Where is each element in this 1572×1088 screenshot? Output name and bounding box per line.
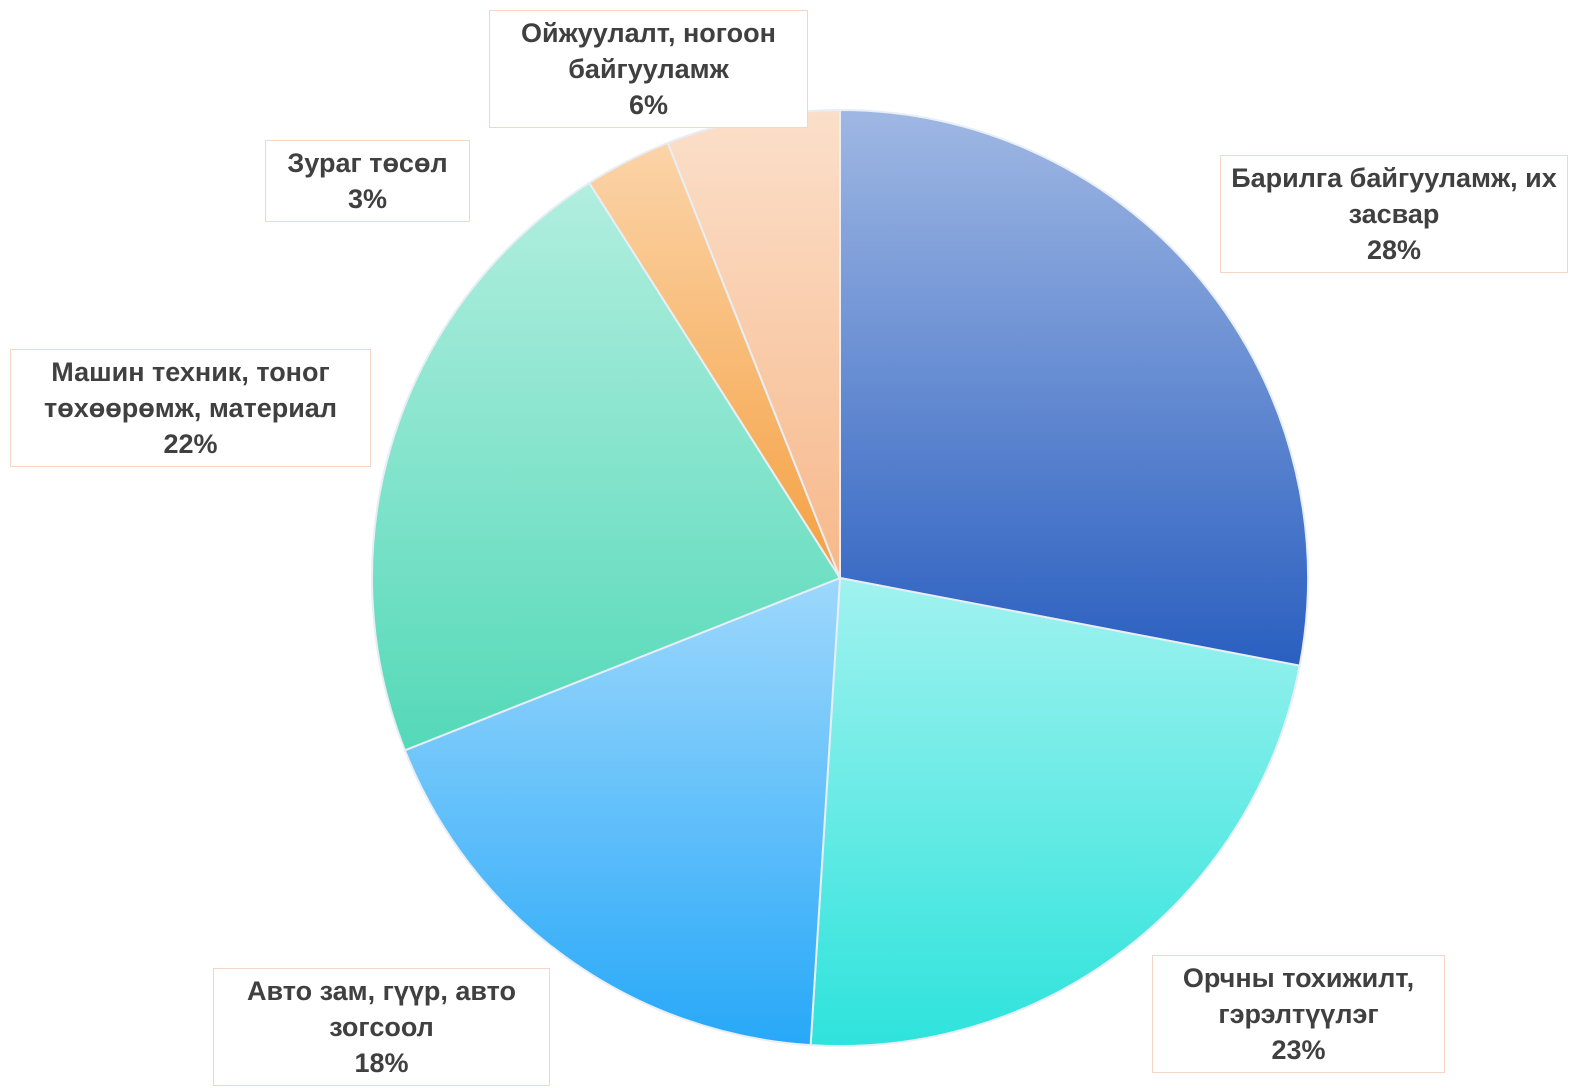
data-label: Орчны тохижилт, гэрэлтүүлэг 23% (1152, 955, 1445, 1073)
value-label: 23% (1271, 1035, 1326, 1065)
category-name: Машин техник, тоног төхөөрөмж, материал (44, 357, 337, 423)
value-label: 6% (628, 90, 669, 120)
category-name: Зураг төсөл (287, 148, 448, 178)
data-label: Барилга байгууламж, их засвар 28% (1220, 155, 1568, 273)
value-label: 3% (347, 184, 388, 214)
data-label: Зураг төсөл 3% (265, 140, 470, 222)
value-label: 22% (163, 429, 218, 459)
pie-slice (809, 576, 1301, 1047)
category-name: Орчны тохижилт, гэрэлтүүлэг (1182, 963, 1415, 1029)
data-label: Авто зам, гүүр, авто зогсоол 18% (213, 968, 550, 1086)
data-label: Ойжуулалт, ногоон байгууламж 6% (489, 10, 808, 128)
data-label: Машин техник, тоног төхөөрөмж, материал 2… (10, 349, 371, 467)
category-name: Ойжуулалт, ногоон байгууламж (521, 18, 776, 84)
value-label: 28% (1366, 235, 1422, 265)
pie-slice (839, 108, 1309, 667)
pie-slice (371, 181, 842, 752)
category-name: Барилга байгууламж, их засвар (1231, 163, 1557, 229)
pie-slice (403, 576, 842, 1047)
value-label: 18% (354, 1048, 409, 1078)
category-name: Авто зам, гүүр, авто зогсоол (246, 976, 517, 1042)
